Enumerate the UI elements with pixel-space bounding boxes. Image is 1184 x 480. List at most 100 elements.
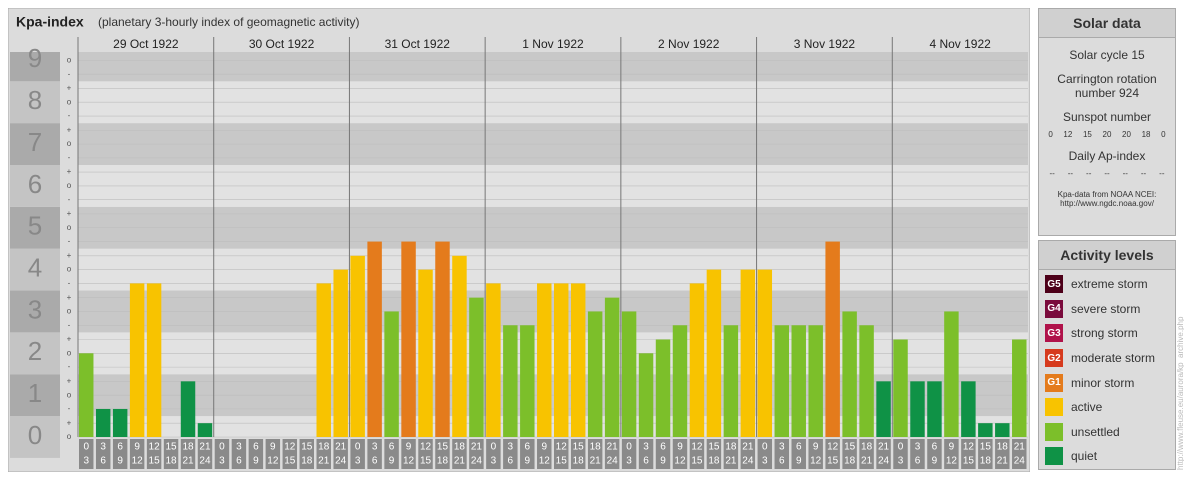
bar	[587, 311, 603, 437]
hour-cell	[316, 439, 331, 469]
hour-end: 21	[182, 456, 194, 467]
ap-value: --	[1049, 169, 1055, 178]
hour-start: 21	[199, 442, 211, 453]
hour-cell	[231, 439, 247, 469]
hour-cell	[689, 439, 705, 469]
hour-end: 24	[199, 456, 211, 467]
hour-cell	[944, 439, 959, 469]
hour-start: 6	[932, 442, 938, 453]
hour-start: 0	[219, 442, 225, 453]
level-row: G1 minor storm	[1039, 370, 1175, 395]
hour-end: 9	[796, 456, 802, 467]
ap-value: --	[1122, 169, 1128, 178]
hour-start: 18	[590, 442, 602, 453]
minor-tick-label: -	[68, 404, 71, 413]
kp-band	[10, 81, 60, 124]
hour-cell	[418, 439, 433, 469]
hour-start: 0	[762, 442, 768, 453]
hour-end: 21	[997, 456, 1009, 467]
hour-end: 9	[253, 456, 259, 467]
bar	[418, 269, 433, 437]
minor-tick-label: +	[67, 376, 72, 385]
level-row: G3 strong storm	[1039, 321, 1175, 346]
hour-start: 21	[471, 442, 483, 453]
hour-cell	[842, 439, 857, 469]
hour-start: 6	[389, 442, 395, 453]
bar	[944, 311, 959, 437]
hour-cell	[350, 439, 365, 469]
day-label: 31 Oct 1922	[385, 37, 451, 51]
level-swatch: G2	[1045, 349, 1063, 368]
kp-band	[10, 374, 60, 417]
hour-cell	[452, 439, 467, 469]
hour-cell	[893, 439, 908, 469]
hour-end: 9	[117, 456, 123, 467]
hour-end: 3	[762, 456, 768, 467]
level-label: active	[1071, 400, 1103, 415]
hour-cell	[621, 439, 637, 469]
minor-tick-label: o	[67, 390, 72, 399]
hour-end: 15	[691, 456, 703, 467]
hour-cell	[740, 439, 756, 469]
minor-tick-label: +	[67, 418, 72, 427]
bar	[469, 297, 484, 437]
level-swatch: G3	[1045, 324, 1063, 343]
kp-band	[10, 416, 60, 458]
level-row: G2 moderate storm	[1039, 346, 1175, 371]
watermark-box: http://www.fleuse.eu/aurora/kp_archive.p…	[1174, 250, 1184, 470]
date-header	[60, 37, 1028, 52]
hour-start: 9	[541, 442, 547, 453]
hour-cell	[146, 439, 162, 469]
hour-start: 3	[372, 442, 378, 453]
hour-cell	[180, 439, 196, 469]
minor-tick-label: -	[68, 153, 71, 162]
hour-end: 15	[284, 456, 296, 467]
minor-tick-label: +	[67, 251, 72, 260]
hour-start: 0	[898, 442, 904, 453]
bar	[197, 423, 213, 437]
kp-band	[10, 290, 60, 333]
hour-end: 18	[437, 456, 449, 467]
minor-tick-label: o	[67, 181, 72, 190]
bar	[825, 241, 840, 437]
hour-cell	[520, 439, 535, 469]
bar	[452, 255, 467, 437]
hour-cell	[1012, 439, 1027, 469]
minor-tick-label: +	[67, 335, 72, 344]
hour-end: 12	[946, 456, 958, 467]
hour-end: 21	[725, 456, 737, 467]
bar	[554, 283, 569, 437]
hour-end: 24	[607, 456, 619, 467]
hour-cell	[638, 439, 654, 469]
hour-start: 12	[827, 442, 839, 453]
sunspot-label: Sunspot number	[1062, 110, 1152, 124]
hour-end: 6	[100, 456, 106, 467]
y-tick-label: 2	[28, 336, 42, 366]
bar	[350, 255, 365, 437]
hour-cell	[248, 439, 264, 469]
hour-start: 3	[100, 442, 106, 453]
hour-start: 15	[980, 442, 992, 453]
chart-title: Kpa-index	[16, 14, 84, 30]
hour-end: 12	[539, 456, 551, 467]
hour-start: 18	[182, 442, 194, 453]
hour-end: 18	[165, 456, 177, 467]
hour-start: 6	[253, 442, 259, 453]
hour-end: 9	[932, 456, 938, 467]
hour-end: 21	[861, 456, 873, 467]
hour-end: 21	[454, 456, 466, 467]
minor-tick-label: o	[67, 139, 72, 148]
sunspot-value: 18	[1141, 130, 1151, 139]
hour-start: 3	[236, 442, 242, 453]
y-tick-label: 8	[28, 85, 42, 115]
hour-start: 18	[725, 442, 737, 453]
hour-end: 24	[471, 456, 483, 467]
bar	[808, 325, 823, 437]
hour-start: 12	[691, 442, 703, 453]
hour-end: 12	[674, 456, 686, 467]
minor-tick-label: o	[67, 307, 72, 316]
bar	[910, 381, 925, 437]
bar	[995, 423, 1010, 437]
chart-subtitle: (planetary 3-hourly index of geomagnetic…	[98, 15, 359, 29]
